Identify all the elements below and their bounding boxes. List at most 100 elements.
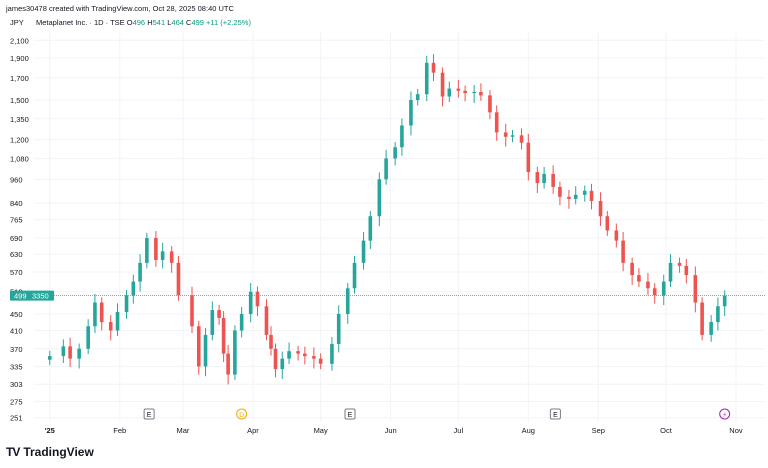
candle-body (700, 302, 704, 335)
candle-body (677, 262, 682, 266)
candle-body (115, 312, 120, 331)
candle-body (709, 322, 713, 335)
candle-body (233, 330, 237, 375)
candle-body (614, 230, 619, 241)
candle-body (400, 125, 404, 148)
candle-body (409, 100, 413, 126)
split-marker-label: ⚡ (722, 411, 727, 419)
candle-body (269, 334, 273, 349)
candle-body (61, 346, 66, 357)
high-key: H (147, 18, 153, 27)
candle-body (169, 251, 174, 263)
candle-body (440, 72, 445, 97)
symbol-label: Metaplanet Inc. · 1D · TSE (36, 18, 125, 27)
x-tick-label: Mar (177, 426, 190, 435)
candle-body (479, 91, 483, 96)
candle-body (646, 281, 650, 289)
candle-body (415, 94, 420, 101)
y-tick-label: 275 (10, 397, 23, 406)
candle-body (456, 88, 461, 91)
y-tick-label: 1,350 (10, 115, 29, 124)
tradingview-logo-text: TradingView (23, 445, 94, 459)
candle-body (621, 240, 625, 263)
earnings-marker-label: E (553, 412, 558, 419)
candle-body (630, 262, 634, 276)
open-key: O (126, 18, 133, 27)
candle-body (99, 302, 104, 323)
y-tick-label: 303 (10, 380, 23, 389)
candle-body (716, 306, 720, 323)
y-tick-label: 370 (10, 345, 23, 354)
change-value: +11 (+2.25%) (206, 18, 251, 27)
candle-body (273, 348, 278, 370)
candle-body (605, 216, 610, 231)
candle-body (154, 238, 158, 260)
candle-body (722, 295, 727, 307)
candle-body (424, 62, 429, 95)
x-tick-label: Jun (385, 426, 397, 435)
y-tick-label: 410 (10, 327, 23, 336)
candle-body (488, 95, 492, 113)
dividend-marker-icon (236, 408, 248, 420)
candle-body (48, 356, 52, 360)
candlestick-chart[interactable]: 2,100 1,900 1,700 1,500 1,350 1,200 1,080 960 84… (0, 0, 768, 440)
candle-body (68, 346, 72, 359)
candle-body (589, 190, 594, 201)
candle-body (384, 158, 388, 180)
earnings-marker-icon (549, 408, 561, 420)
candle-body (472, 91, 476, 94)
candle-body (196, 326, 201, 367)
candle-body (312, 356, 316, 359)
open-value: 496 (132, 18, 146, 27)
candle-body (447, 88, 452, 97)
candle-body (86, 326, 90, 349)
last-price-label: 499 (14, 292, 27, 301)
y-tick-label: 1,080 (10, 154, 29, 163)
y-tick-label: 335 (10, 362, 23, 371)
candle-body (535, 172, 540, 184)
y-tick-label: 765 (10, 216, 23, 225)
low-value: 464 (171, 18, 184, 27)
candle-body (558, 186, 562, 197)
split-marker-icon (719, 408, 731, 420)
candle-body (542, 173, 546, 184)
candle-body (652, 288, 657, 296)
earnings-marker-label: E (348, 412, 353, 419)
candle-body (138, 262, 142, 282)
candle-body (567, 196, 571, 199)
x-tick-label: Apr (247, 426, 259, 435)
x-tick-label: Nov (729, 426, 743, 435)
close-key: C (186, 18, 192, 27)
candle-body (551, 173, 555, 187)
candle-body (77, 348, 81, 359)
candle-body (318, 358, 323, 364)
x-tick-label: '25 (45, 426, 55, 435)
x-tick-label: Sep (592, 426, 605, 435)
y-tick-label: 450 (10, 310, 23, 319)
candle-body (93, 302, 97, 327)
candle-body (176, 262, 181, 296)
tradingview-logo-icon: TV (6, 445, 20, 459)
candle-body (248, 291, 253, 314)
high-value: 541 (152, 18, 166, 27)
candle-body (377, 179, 382, 217)
close-value: 499 (191, 18, 204, 27)
x-tick-label: Aug (522, 426, 535, 435)
candle-body (431, 62, 436, 73)
candle-body (296, 351, 300, 354)
x-tick-label: Oct (660, 426, 673, 435)
candle-body (582, 190, 587, 195)
candle-body (519, 135, 524, 143)
candle-body (393, 147, 397, 159)
y-tick-label: 251 (10, 414, 23, 423)
candle-body (264, 306, 269, 335)
candle-body (210, 310, 215, 335)
candle-body (661, 281, 666, 296)
y-tick-label: 1,200 (10, 136, 29, 145)
candle-body (693, 275, 698, 303)
chart-credit: james30478 created with TradingView.com,… (6, 4, 234, 13)
earnings-marker-icon (344, 408, 356, 420)
candle-body (345, 288, 350, 314)
low-key: L (167, 18, 172, 27)
candle-body (352, 262, 357, 289)
